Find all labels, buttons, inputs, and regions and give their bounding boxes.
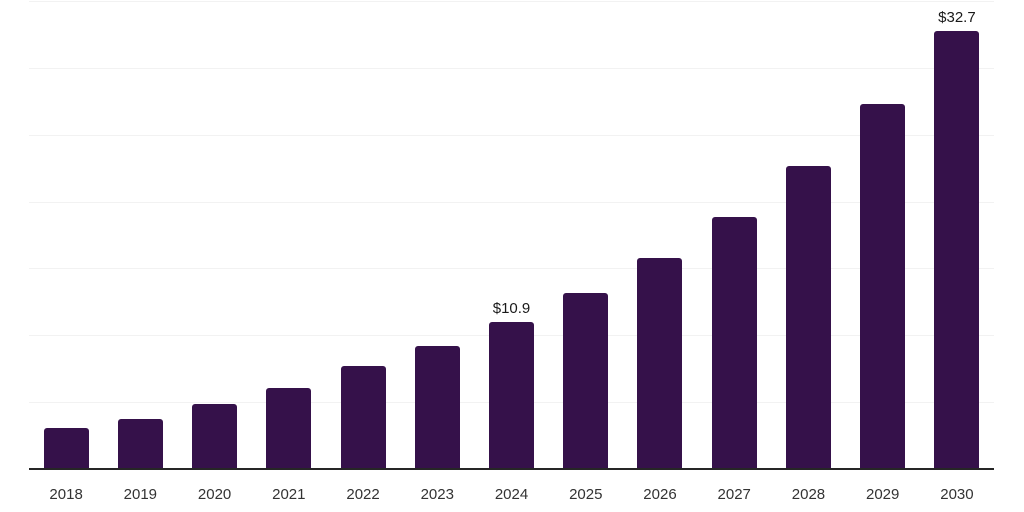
- bar-2021: [266, 387, 312, 468]
- x-tick-label-2025: 2025: [569, 485, 603, 503]
- x-tick-label-2027: 2027: [717, 485, 751, 503]
- bar-2026: [637, 258, 683, 468]
- x-tick-label-2028: 2028: [791, 485, 826, 503]
- bar-2025: [563, 292, 609, 468]
- x-tick-label-2029: 2029: [866, 485, 900, 503]
- x-tick-label-2022: 2022: [346, 485, 380, 503]
- x-axis-baseline: [29, 468, 994, 470]
- x-tick-label-2030: 2030: [940, 485, 974, 503]
- bar-2018: [43, 427, 89, 468]
- bars-row: $10.9 $32.7: [29, 0, 994, 470]
- bar-2024: [489, 322, 535, 468]
- bar-slot-2028: [771, 0, 845, 470]
- bar-slot-2022: [326, 0, 400, 470]
- x-tick-label-2021: 2021: [272, 485, 306, 503]
- bar-slot-2023: [400, 0, 474, 470]
- gridline: [29, 268, 994, 270]
- bar-slot-2025: [549, 0, 623, 470]
- x-tick-label-2026: 2026: [643, 485, 677, 503]
- bar-2022: [340, 366, 386, 468]
- bar-slot-2029: [846, 0, 920, 470]
- bar-2023: [414, 346, 460, 468]
- bar-slot-2021: [252, 0, 326, 470]
- bar-value-label-2024: $10.9: [492, 300, 531, 318]
- bar-2030: [934, 30, 980, 468]
- gridline: [29, 1, 994, 2]
- x-tick-label-2019: 2019: [123, 485, 158, 503]
- bar-2019: [117, 418, 163, 468]
- bar-slot-2030: $32.7: [920, 0, 994, 470]
- bar-2020: [192, 403, 238, 468]
- x-axis-labels: 2018 2019 2020 2021 2022 2023 2024 2025 2026 2027…: [29, 470, 994, 512]
- bar-slot-2026: [623, 0, 697, 470]
- bar-slot-2027: [697, 0, 771, 470]
- bar-2027: [711, 216, 757, 468]
- bar-2029: [860, 104, 906, 468]
- bar-value-label-2030: $32.7: [938, 8, 976, 26]
- bar-slot-2020: [177, 0, 251, 470]
- x-tick-label-2023: 2023: [420, 485, 454, 503]
- bar-slot-2018: [29, 0, 103, 470]
- bar-slot-2019: [103, 0, 177, 470]
- x-tick-label-2020: 2020: [197, 485, 232, 503]
- plot-area: $10.9 $32.7: [29, 0, 994, 470]
- x-tick-label-2024: 2024: [494, 485, 529, 503]
- gridline: [29, 67, 994, 69]
- gridline: [29, 201, 994, 203]
- bar-slot-2024: $10.9: [474, 0, 548, 470]
- bar-2028: [785, 165, 831, 468]
- gridline: [29, 134, 994, 136]
- x-tick-label-2018: 2018: [49, 485, 83, 503]
